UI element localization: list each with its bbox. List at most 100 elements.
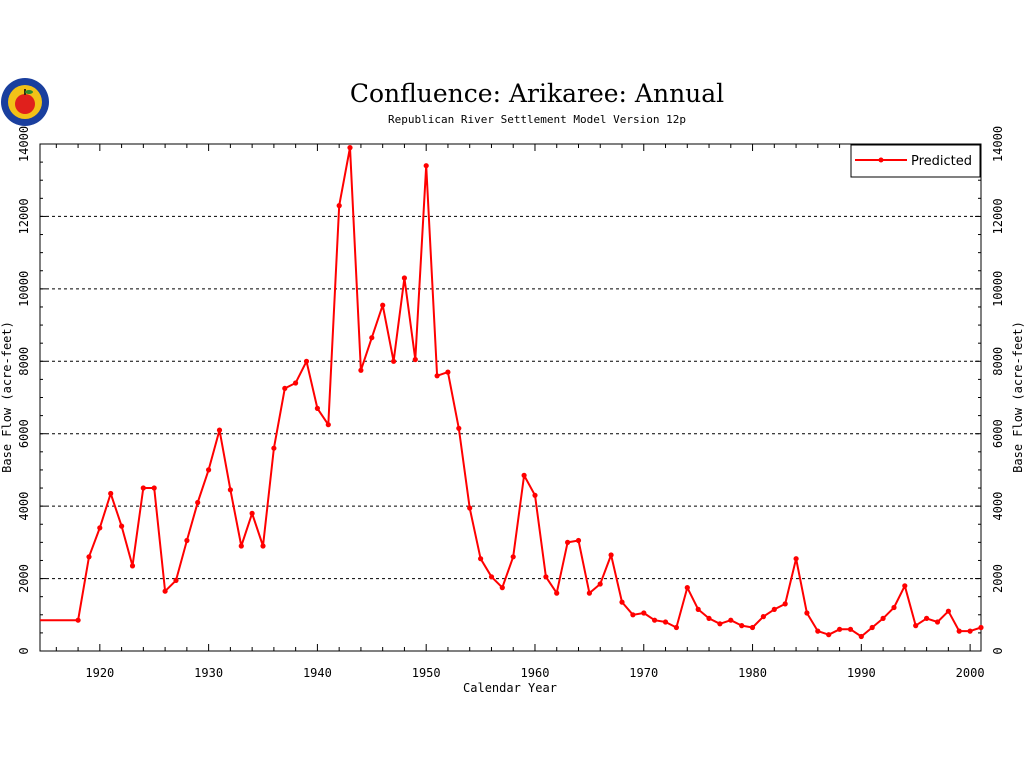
data-point	[271, 445, 277, 451]
data-point	[423, 163, 429, 169]
series-line-predicted	[40, 146, 982, 638]
data-point	[151, 485, 157, 491]
state-seal-apple-icon	[1, 78, 49, 126]
y-tick-label-right: 0	[991, 647, 1005, 654]
x-tick-label: 1990	[847, 666, 876, 680]
data-point	[978, 624, 984, 631]
gridlines	[40, 215, 981, 580]
y-tick-label-right: 8000	[991, 347, 1005, 376]
data-point	[314, 405, 320, 411]
legend-marker	[878, 157, 884, 163]
data-point	[478, 556, 484, 562]
data-point	[597, 581, 603, 587]
x-tick-label: 1930	[194, 666, 223, 680]
chart-subtitle: Republican River Settlement Model Versio…	[388, 113, 686, 126]
y-axis-left: 0 2000 4000 6000 8000 10000 12000 14000	[17, 126, 46, 655]
data-point	[358, 367, 364, 373]
data-point	[913, 623, 919, 629]
y-tick-label-left: 6000	[17, 419, 31, 448]
data-point	[499, 585, 505, 591]
data-point	[695, 606, 701, 613]
data-point	[554, 590, 560, 596]
data-point	[412, 356, 418, 363]
data-point	[510, 554, 516, 560]
y-tick-label-right: 4000	[991, 492, 1005, 521]
data-point	[804, 610, 810, 616]
data-point	[630, 612, 636, 618]
data-point	[891, 604, 897, 611]
y-tick-label-left: 2000	[17, 564, 31, 593]
data-point	[608, 552, 614, 558]
y-tick-label-right: 10000	[991, 271, 1005, 307]
data-point	[586, 590, 593, 596]
data-point	[869, 624, 875, 631]
data-point	[847, 626, 854, 632]
data-point	[86, 554, 92, 560]
chart-title: Confluence: Arikaree: Annual	[350, 79, 724, 108]
y-tick-label-left: 8000	[17, 347, 31, 376]
data-point	[684, 585, 690, 591]
y-tick-label-right: 6000	[991, 419, 1005, 448]
y-tick-label-left: 4000	[17, 492, 31, 521]
data-point	[662, 619, 669, 625]
data-point	[293, 380, 299, 386]
data-point	[543, 574, 549, 580]
data-point	[238, 543, 244, 549]
data-point	[575, 537, 582, 544]
data-point	[249, 510, 255, 516]
data-point	[391, 358, 397, 364]
data-point	[837, 626, 843, 632]
y-axis-label-right: Base Flow (acre-feet)	[1011, 321, 1024, 473]
data-point	[108, 490, 114, 497]
x-tick-label: 1960	[521, 666, 550, 680]
data-point	[401, 275, 407, 281]
data-point	[739, 623, 745, 629]
data-point	[75, 617, 81, 623]
y-tick-label-left: 0	[17, 647, 31, 654]
y-tick-label-left: 14000	[17, 126, 31, 162]
data-point	[902, 583, 908, 589]
data-point	[162, 588, 168, 594]
data-point	[380, 302, 386, 308]
x-axis-label: Calendar Year	[463, 681, 557, 695]
data-point	[129, 563, 136, 569]
data-point	[749, 624, 756, 631]
data-point	[260, 543, 266, 549]
series-predicted	[40, 145, 984, 640]
data-point	[325, 422, 331, 428]
data-point	[119, 523, 125, 529]
data-point	[956, 628, 962, 634]
x-tick-label: 1940	[303, 666, 332, 680]
data-point	[793, 556, 799, 562]
x-tick-label: 1950	[412, 666, 441, 680]
data-point	[303, 358, 310, 364]
plot-frame	[39, 143, 982, 652]
data-point	[140, 485, 146, 491]
x-tick-label: 1920	[85, 666, 114, 680]
data-point	[619, 599, 625, 605]
x-tick-label: 2000	[956, 666, 985, 680]
data-point	[945, 608, 952, 614]
data-point	[706, 615, 712, 622]
data-point	[826, 632, 832, 638]
data-point	[815, 628, 821, 634]
data-point	[924, 615, 930, 622]
data-point	[206, 467, 212, 473]
data-point	[434, 373, 440, 379]
data-point	[565, 539, 571, 546]
x-axis: 1920 1930 1940 1950 1960 1970 1980 1990 2000	[55, 144, 985, 680]
data-point	[880, 615, 886, 622]
data-point	[336, 203, 342, 209]
y-tick-label-left: 10000	[17, 271, 31, 307]
data-point	[934, 619, 941, 625]
data-point	[445, 369, 451, 375]
data-point	[771, 606, 777, 613]
data-point	[858, 633, 864, 640]
legend-label-predicted: Predicted	[911, 154, 972, 169]
data-point	[488, 574, 495, 580]
y-axis-label-left: Base Flow (acre-feet)	[0, 321, 14, 473]
legend: Predicted	[850, 144, 981, 178]
data-point	[173, 577, 179, 584]
y-tick-label-left: 12000	[17, 198, 31, 234]
